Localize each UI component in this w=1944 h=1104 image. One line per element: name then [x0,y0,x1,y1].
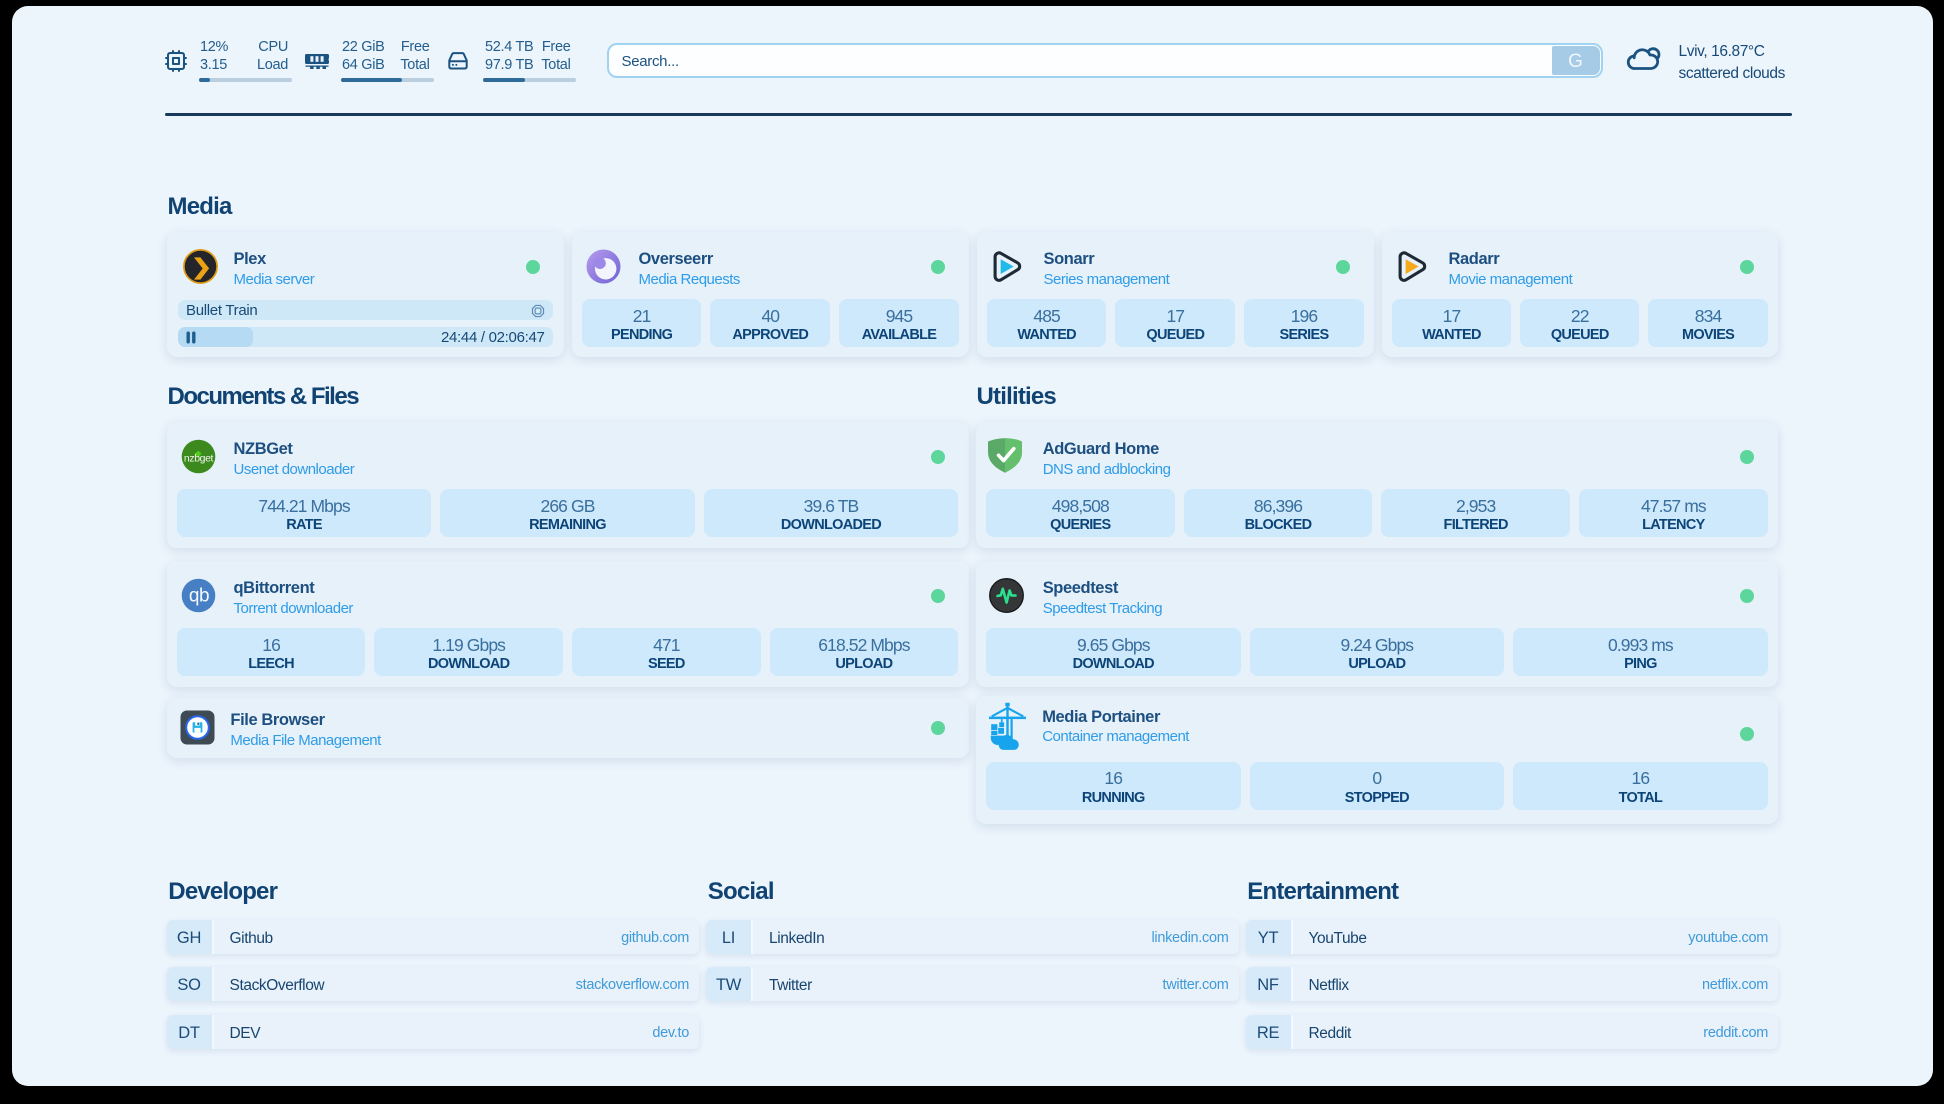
svg-text:nzbget: nzbget [184,453,214,465]
svg-text:qb: qb [189,586,209,607]
